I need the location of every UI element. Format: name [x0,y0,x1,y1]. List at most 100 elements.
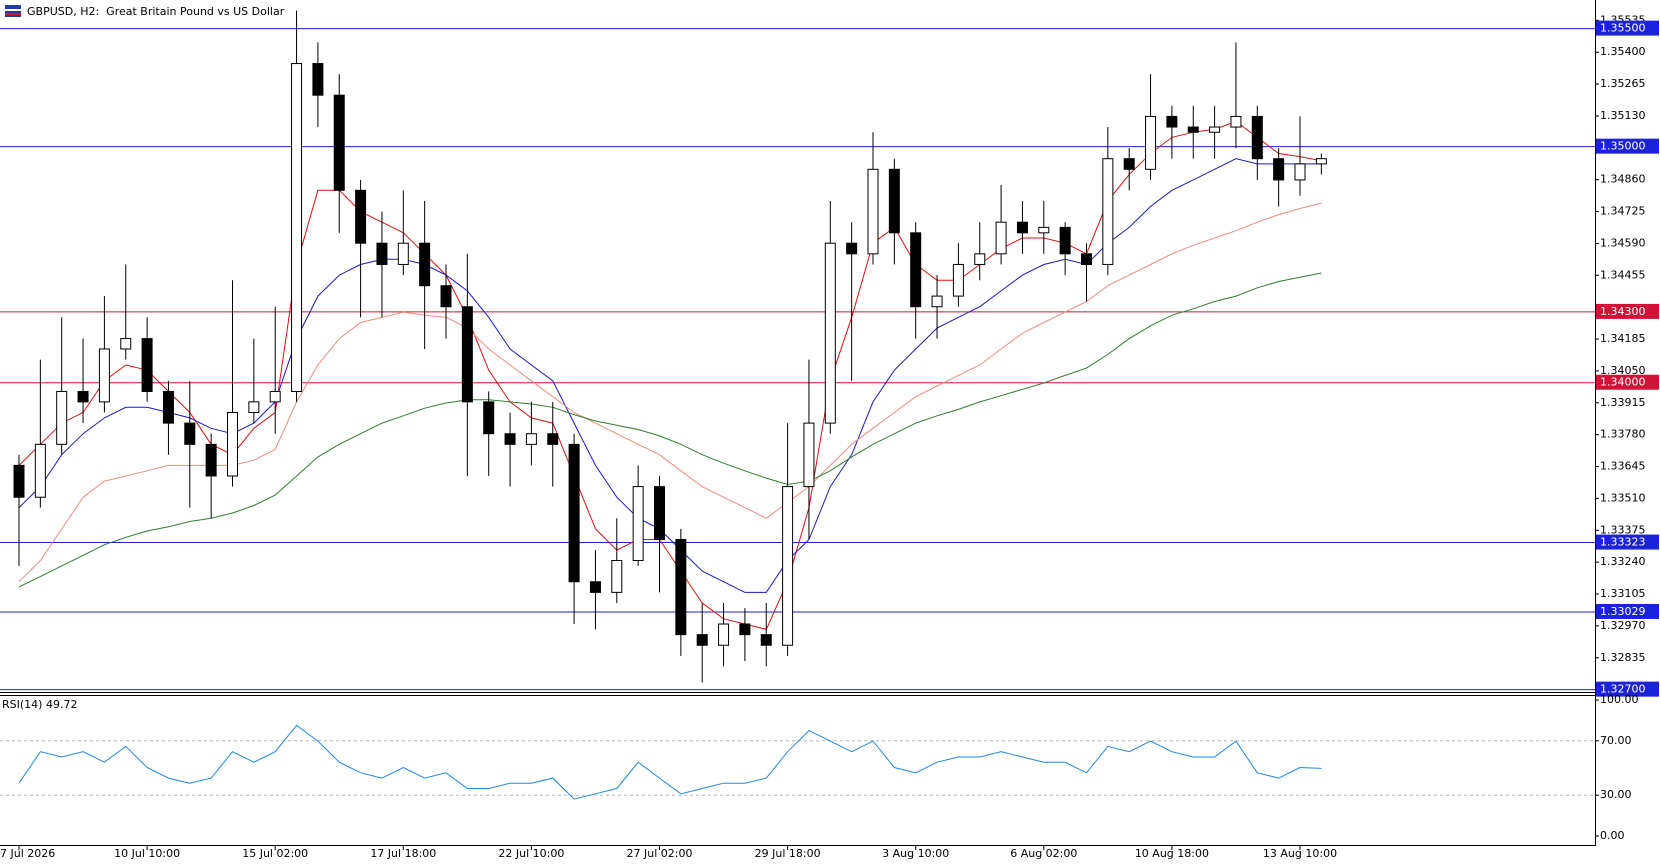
icon-stripe [5,13,21,15]
x-tick-label: 27 Jul 02:00 [627,847,693,860]
label-layer: 1.355351.354001.352651.351301.348601.347… [0,13,1659,860]
candle-body [568,443,580,583]
candle-body [1016,221,1028,234]
candle-body [397,242,409,265]
candle-body [1166,115,1178,128]
y-tick-label: 1.34185 [1600,332,1646,345]
candle-body [995,221,1007,255]
candle-body [888,168,900,234]
candle-body [1251,115,1263,160]
candle-body [952,263,964,297]
y-tick-label: 100.00 [1600,693,1639,706]
rsi-title: RSI(14) 49.72 [2,698,77,711]
y-tick-label: 1.32970 [1600,619,1646,632]
candle-body [269,390,281,403]
y-tick-label: 0.00 [1600,829,1625,842]
level-label: 1.34000 [1600,376,1646,389]
y-tick-label: 1.35265 [1600,77,1646,90]
candle-body [291,63,303,392]
candle-body [1145,115,1157,170]
y-tick-label: 1.33510 [1600,491,1646,504]
x-tick-label: 29 Jul 18:00 [755,847,821,860]
candle-body [162,390,174,424]
candle-body [1230,115,1242,128]
candle-body [824,242,836,424]
candle-body [355,189,367,244]
x-tick-label: 10 Aug 18:00 [1135,847,1209,860]
y-tick-label: 1.34590 [1600,236,1646,249]
y-tick-label: 30.00 [1600,788,1632,801]
candle-body [675,538,687,636]
y-tick-label: 1.33780 [1600,428,1646,441]
candle-body [440,285,452,308]
level-label: 1.33029 [1600,605,1646,618]
candle-body [547,433,559,445]
candle-body [312,63,324,96]
x-tick-label: 17 Jul 18:00 [370,847,436,860]
candle-body [718,623,730,646]
level-label-box [1596,20,1659,36]
candle-body [1187,126,1199,133]
candle-body [632,486,644,562]
candle-body [1081,253,1092,265]
candle-body [461,306,473,403]
y-tick-label: 1.33375 [1600,523,1646,536]
candle-body [910,232,922,308]
candle-body [931,295,943,308]
candle-body [525,433,537,445]
candle-body [1294,163,1306,181]
y-tick-label: 1.34860 [1600,173,1646,186]
y-tick-label: 1.34050 [1600,364,1646,377]
candle-body [376,242,388,265]
candle-body [184,422,196,445]
candle-body [419,242,431,287]
candle-body [98,348,110,403]
candle-body [483,401,495,435]
rsi-layer [0,724,1595,800]
candle-body [803,422,815,488]
candle-body [1123,158,1135,170]
y-tick-label: 70.00 [1600,734,1632,747]
candle-body [782,486,794,646]
y-tick-label: 1.35130 [1600,109,1646,122]
y-tick-label: 1.34725 [1600,205,1646,218]
candle-body [611,560,623,593]
candle-body [1102,158,1114,265]
candle-body [739,623,751,636]
x-tick-label: 3 Aug 10:00 [882,847,949,860]
x-tick-label: 15 Jul 02:00 [242,847,308,860]
level-label-box [1596,303,1659,319]
candle-layer [13,10,1327,683]
candle-body [1038,226,1050,234]
chart-title: GBPUSD, H2: Great Britain Pound vs US Do… [27,5,285,18]
candle-body [760,634,772,646]
y-tick-label: 1.34455 [1600,268,1646,281]
candle-body [56,390,68,445]
level-label-box [1596,534,1659,550]
level-label: 1.35000 [1600,140,1646,153]
candle-body [867,168,879,255]
y-tick-label: 1.33240 [1600,555,1646,568]
level-layer [0,28,1595,691]
candle-body [1273,158,1285,181]
candle-body [846,242,858,255]
level-label-box [1596,603,1659,619]
candle-body [77,390,89,403]
candle-body [696,634,708,646]
x-tick-label: 22 Jul 10:00 [498,847,564,860]
candle-body [248,401,260,413]
x-tick-label: 6 Aug 02:00 [1010,847,1077,860]
candle-body [333,94,345,191]
candle-body [504,433,516,445]
y-tick-label: 1.35400 [1600,45,1646,58]
candle-body [589,581,601,593]
candle-body [227,411,238,477]
rsi-line [18,724,1322,800]
candle-body [34,443,46,498]
level-label-box [1596,681,1659,697]
level-label: 1.32700 [1600,683,1646,696]
candle-body [654,486,665,540]
x-tick-label: 13 Aug 10:00 [1263,847,1337,860]
level-label-box [1596,138,1659,154]
